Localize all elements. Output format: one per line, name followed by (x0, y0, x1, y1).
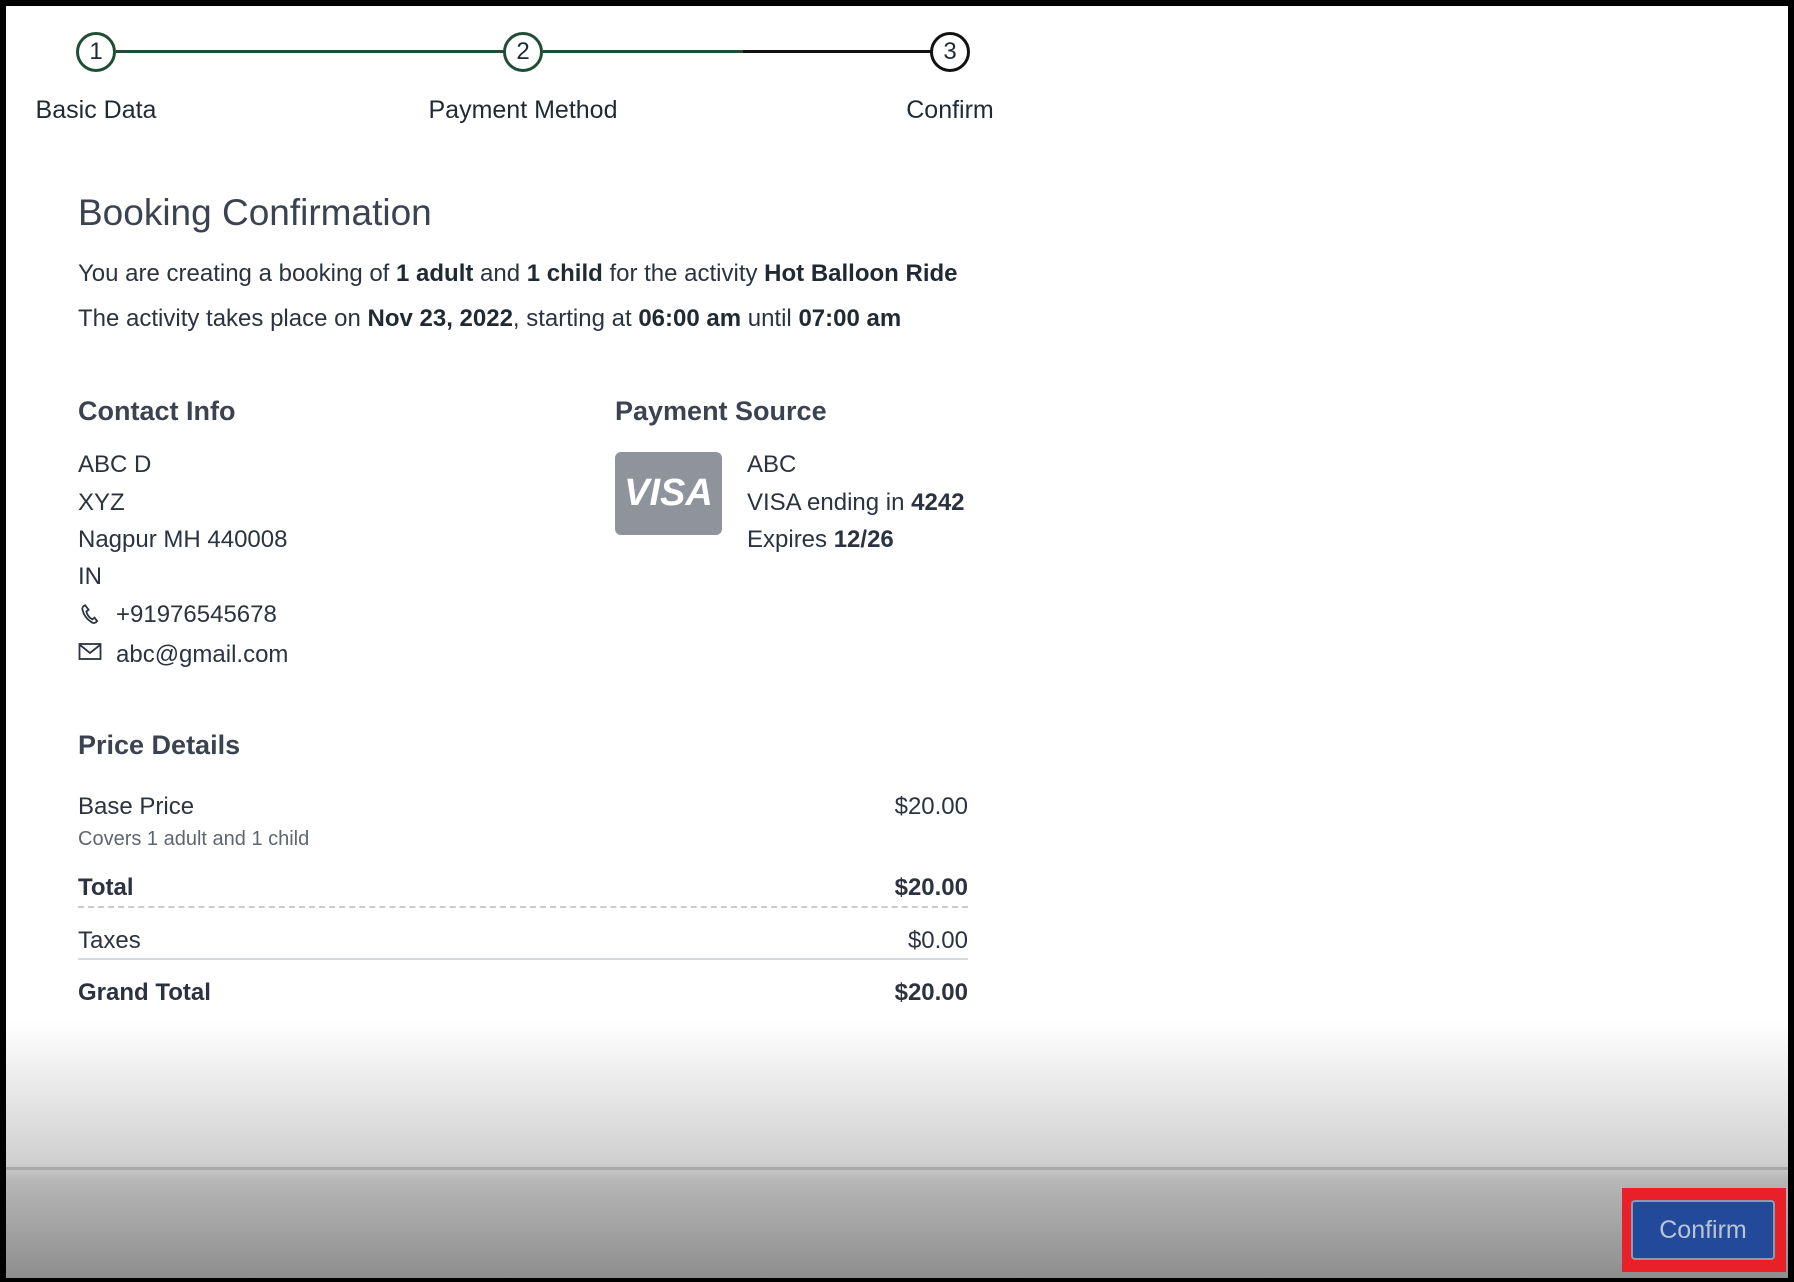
step-1-circle[interactable]: 1 (76, 32, 116, 72)
confirm-highlight: Confirm (1622, 1188, 1786, 1272)
text: You are creating a booking of (78, 260, 397, 287)
page-title: Booking Confirmation (78, 192, 432, 233)
contact-address-line: XYZ (78, 489, 125, 516)
card-last4: 4242 (911, 489, 965, 516)
card-expiry: Expires 12/26 (747, 526, 894, 554)
start-time: 06:00 am (638, 305, 742, 332)
step-2-label: Payment Method (428, 96, 618, 124)
taxes-label: Taxes (78, 927, 141, 954)
price-heading: Price Details (78, 730, 241, 760)
text: and (473, 260, 527, 287)
activity-name: Hot Balloon Ride (764, 260, 958, 287)
step-1-label: Basic Data (35, 96, 157, 124)
text: for the activity (602, 260, 765, 287)
step-3-circle[interactable]: 3 (930, 32, 970, 72)
footer-divider (6, 1167, 1788, 1170)
activity-date: Nov 23, 2022 (367, 305, 513, 332)
grand-total-label: Grand Total (78, 979, 211, 1006)
payment-heading: Payment Source (615, 396, 827, 426)
taxes-value: $0.00 (907, 927, 968, 954)
expiry-date: 12/26 (833, 526, 894, 553)
booking-page: 1 2 3 Basic Data Payment Method Confirm … (6, 6, 1788, 1278)
base-price-label: Base Price (78, 793, 195, 820)
child-count: 1 child (526, 260, 603, 287)
total-value: $20.00 (894, 874, 968, 901)
phone-icon (81, 604, 99, 624)
contact-city: Nagpur MH 440008 (78, 526, 288, 553)
step-connector (116, 50, 526, 53)
visa-card-logo: VISA (615, 452, 722, 535)
contact-country: IN (78, 563, 102, 590)
contact-email: abc@gmail.com (116, 641, 289, 668)
divider (78, 906, 968, 908)
base-price-note: Covers 1 adult and 1 child (78, 828, 310, 850)
divider (78, 958, 968, 960)
contact-heading: Contact Info (78, 396, 236, 426)
step-connector (743, 50, 943, 53)
schedule-line: The activity takes place on Nov 23, 2022… (78, 305, 901, 333)
booking-summary-line: You are creating a booking of 1 adult an… (78, 260, 958, 288)
text: Expires (747, 526, 834, 553)
mail-icon (78, 643, 102, 660)
grand-total-value: $20.00 (894, 979, 968, 1006)
base-price-value: $20.00 (894, 793, 968, 820)
card-holder: ABC (747, 451, 797, 478)
text: until (741, 305, 799, 332)
end-time: 07:00 am (798, 305, 902, 332)
adult-count: 1 adult (396, 260, 474, 287)
total-label: Total (78, 874, 134, 901)
text: VISA ending in (747, 489, 912, 516)
card-ending: VISA ending in 4242 (747, 489, 965, 517)
confirm-button[interactable]: Confirm (1631, 1200, 1775, 1260)
text: , starting at (512, 305, 639, 332)
step-2-circle[interactable]: 2 (503, 32, 543, 72)
contact-name: ABC D (78, 451, 152, 478)
contact-phone: +91976545678 (116, 601, 277, 628)
footer-overlay (6, 1021, 1788, 1278)
step-connector (543, 50, 743, 53)
step-3-label: Confirm (906, 96, 994, 124)
text: The activity takes place on (78, 305, 368, 332)
